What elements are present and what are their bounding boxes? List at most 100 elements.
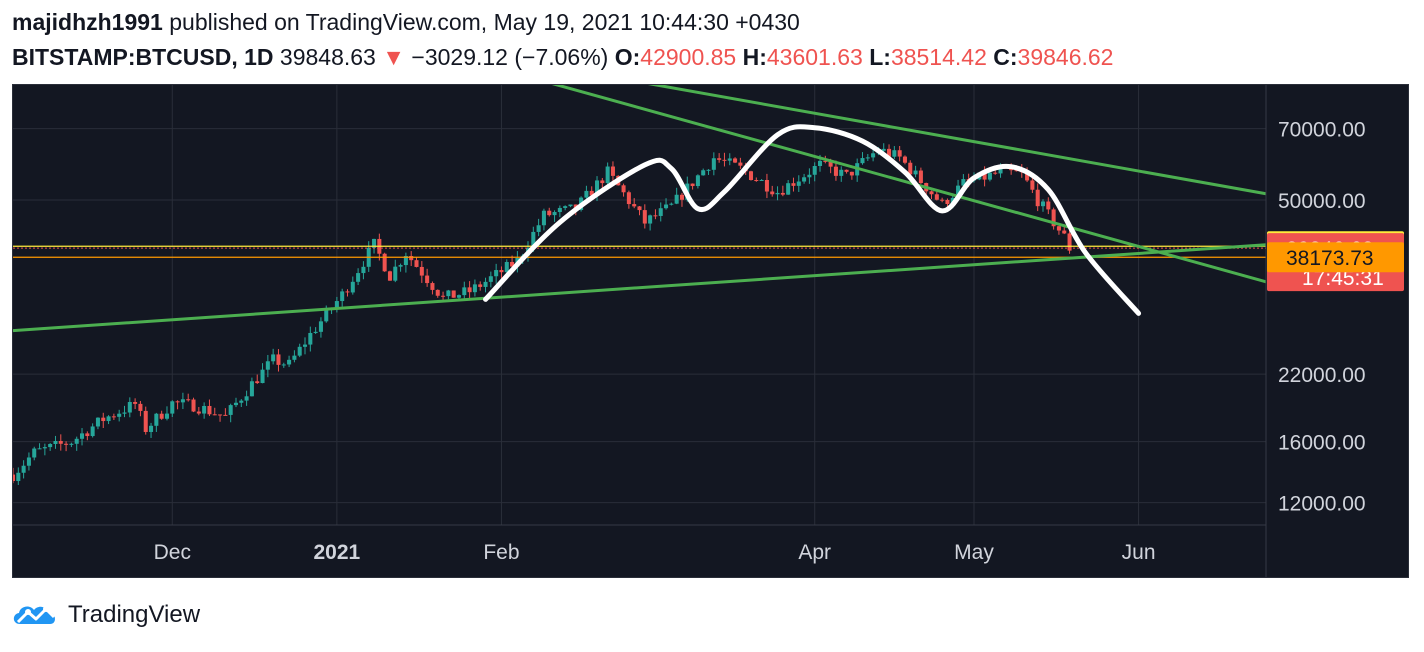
candle: [95, 417, 100, 430]
candle: [600, 177, 605, 189]
candle-body: [249, 381, 254, 397]
candle: [127, 397, 132, 418]
candle: [170, 400, 175, 418]
candle: [610, 161, 615, 182]
candle-body: [53, 440, 58, 444]
chart-background: [13, 85, 1408, 577]
candle: [122, 405, 127, 418]
footer-brand-name[interactable]: TradingView: [68, 601, 201, 628]
candle-body: [902, 156, 907, 163]
candle-body: [504, 261, 509, 273]
candle-body: [80, 433, 85, 439]
pattern-curve: [483, 124, 1142, 316]
candle: [276, 349, 281, 372]
candle: [658, 202, 663, 222]
candle-body: [58, 440, 63, 444]
candle: [584, 185, 589, 199]
candle: [111, 413, 116, 420]
candle-body: [918, 170, 923, 184]
high-label: H:: [742, 44, 767, 70]
countdown-text: 17:45:31: [1302, 267, 1384, 290]
candle: [552, 210, 557, 222]
time-axis-background: [13, 526, 1266, 577]
candle-body: [717, 158, 722, 160]
candle: [202, 402, 207, 419]
candle-body: [186, 399, 191, 401]
candle-body: [733, 158, 738, 163]
candle-body: [812, 166, 817, 175]
candle: [642, 204, 647, 229]
candle-body: [653, 215, 658, 217]
candle: [547, 207, 552, 217]
candle: [13, 467, 16, 484]
candle: [494, 263, 499, 284]
candle-body: [961, 179, 966, 186]
candle: [186, 393, 191, 402]
candle-body: [372, 238, 377, 248]
candle-body: [170, 401, 175, 414]
candle-body: [828, 161, 833, 167]
candle-body: [340, 291, 345, 302]
price-levels: [13, 245, 1266, 258]
candle-body: [701, 170, 706, 176]
candle: [881, 143, 886, 154]
candle: [164, 406, 169, 421]
candle-body: [16, 472, 21, 482]
author-name[interactable]: majidhzh1991: [12, 9, 163, 35]
candle: [143, 406, 148, 435]
candle-body: [218, 414, 223, 416]
candle-body: [393, 266, 398, 281]
candle-body: [425, 275, 430, 284]
candle-body: [748, 171, 754, 181]
candle: [414, 257, 419, 268]
candle: [387, 270, 392, 281]
candle-body: [117, 413, 122, 417]
candle: [472, 279, 477, 297]
candle-body: [568, 204, 573, 207]
candle-body: [223, 414, 228, 416]
candle: [701, 168, 706, 176]
candle-body: [552, 212, 557, 216]
candle: [940, 197, 945, 203]
candle: [1030, 176, 1035, 194]
candle-body: [945, 200, 950, 205]
candle-body: [265, 361, 270, 370]
candle-body: [780, 192, 785, 195]
candle-body: [940, 199, 945, 201]
candle-body: [271, 354, 276, 362]
price-chart[interactable]: 70000.00 50000.00 22000.00 16000.00 12000.00…: [12, 84, 1409, 578]
candle-body: [679, 194, 684, 200]
candle: [1067, 228, 1072, 254]
candle: [467, 281, 472, 300]
candle: [297, 343, 302, 358]
price-change: −3029.12 (−7.06%): [411, 44, 609, 70]
candle-body: [212, 414, 217, 416]
candle: [664, 198, 669, 210]
published-text: published on TradingView.com, May 19, 20…: [162, 9, 800, 35]
candle-body: [260, 369, 265, 384]
candle-body: [632, 204, 637, 207]
candle: [711, 152, 716, 176]
candle-body: [239, 400, 244, 403]
candle: [249, 377, 254, 397]
candle-body: [887, 148, 892, 157]
chart-canvas[interactable]: 70000.00 50000.00 22000.00 16000.00 12000.00…: [13, 85, 1408, 577]
candle-body: [849, 171, 854, 176]
candle-body: [786, 183, 791, 195]
x-tick-label: 2021: [314, 541, 361, 564]
candle-body: [472, 284, 477, 293]
candle: [271, 348, 276, 365]
candle: [626, 190, 631, 209]
candle: [302, 337, 308, 355]
footer-brand[interactable]: TradingView: [10, 600, 200, 630]
candle: [488, 271, 493, 288]
candle: [265, 354, 270, 378]
symbol-info: BITSTAMP:BTCUSD, 1D 39848.63 ▼ −3029.12 …: [12, 44, 1113, 71]
candle-body: [1046, 201, 1051, 210]
candle-body: [934, 194, 939, 200]
close-label: C:: [993, 44, 1018, 70]
candle-body: [536, 225, 541, 232]
candle: [149, 422, 154, 438]
candle: [722, 152, 727, 167]
candle: [674, 187, 679, 205]
